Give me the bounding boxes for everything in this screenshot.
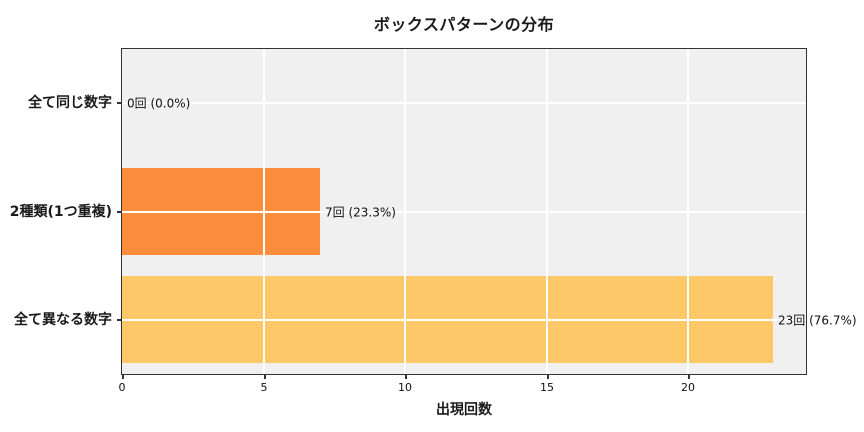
bar-value-label-2: 23回 (76.7%) — [778, 313, 857, 328]
ytick-label-2: 全て異なる数字 — [14, 312, 112, 328]
xtick-mark-20 — [688, 375, 690, 379]
gridline-y-2 — [122, 319, 806, 321]
xtick-label-5: 5 — [260, 381, 268, 394]
xtick-label-20: 20 — [681, 381, 695, 394]
ytick-mark-1 — [117, 211, 121, 213]
xtick-mark-5 — [264, 375, 266, 379]
chart-title: ボックスパターンの分布 — [373, 15, 555, 34]
x-axis-label: 出現回数 — [436, 402, 492, 418]
bar-value-label-1: 7回 (23.3%) — [325, 205, 396, 220]
ytick-mark-0 — [117, 102, 121, 104]
xtick-mark-0 — [122, 375, 124, 379]
bar-value-label-0: 0回 (0.0%) — [127, 96, 191, 111]
xtick-mark-10 — [405, 375, 407, 379]
plot-area: 0回 (0.0%) 7回 (23.3%) 23回 (76.7%) — [121, 48, 857, 375]
xtick-label-10: 10 — [398, 381, 412, 394]
gridline-y-0 — [122, 102, 806, 104]
xtick-label-15: 15 — [540, 381, 554, 394]
xtick-mark-15 — [547, 375, 549, 379]
ytick-label-0: 全て同じ数字 — [28, 95, 112, 111]
xtick-label-0: 0 — [118, 381, 126, 394]
gridline-y-1 — [122, 211, 806, 213]
ytick-label-1: 2種類(1つ重複) — [9, 204, 112, 220]
ytick-mark-2 — [117, 319, 121, 321]
